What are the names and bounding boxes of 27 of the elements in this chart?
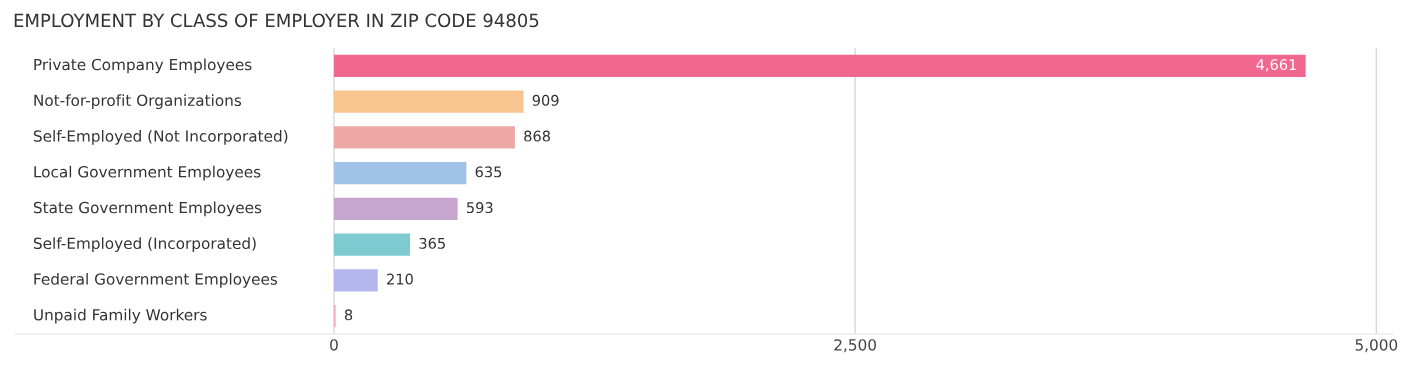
data-label: 593 xyxy=(466,202,493,214)
x-tick-label: 5,000 xyxy=(1355,339,1398,353)
bar xyxy=(333,90,524,113)
data-label: 635 xyxy=(475,166,502,178)
y-tick-label: Self-Employed (Incorporated) xyxy=(33,237,256,253)
y-tick-label: Not-for-profit Organizations xyxy=(34,94,242,110)
bar xyxy=(333,197,458,220)
bar xyxy=(333,269,378,292)
y-tick-label: Federal Government Employees xyxy=(34,272,278,288)
chart-title: EMPLOYMENT BY CLASS OF EMPLOYER IN ZIP CODE 94805 xyxy=(14,13,539,28)
y-tick-label: Private Company Employees xyxy=(34,58,252,74)
data-label: 909 xyxy=(532,94,559,106)
x-tick-label: 0 xyxy=(330,339,338,351)
y-tick-label: Self-Employed (Not Incorporated) xyxy=(33,129,288,145)
bar xyxy=(333,126,515,149)
y-tick-label: Unpaid Family Workers xyxy=(34,308,207,324)
y-tick-label: Local Government Employees xyxy=(34,165,261,181)
bar xyxy=(333,54,1306,77)
data-label: 365 xyxy=(419,237,445,249)
x-tick-label: 2,500 xyxy=(834,339,876,353)
bar xyxy=(333,162,467,185)
y-tick-label: State Government Employees xyxy=(33,201,262,217)
bar xyxy=(333,233,411,256)
data-label: 8 xyxy=(344,309,353,321)
data-label: 4,661 xyxy=(1256,59,1297,72)
data-label: 868 xyxy=(524,130,551,142)
data-label: 210 xyxy=(387,273,413,285)
